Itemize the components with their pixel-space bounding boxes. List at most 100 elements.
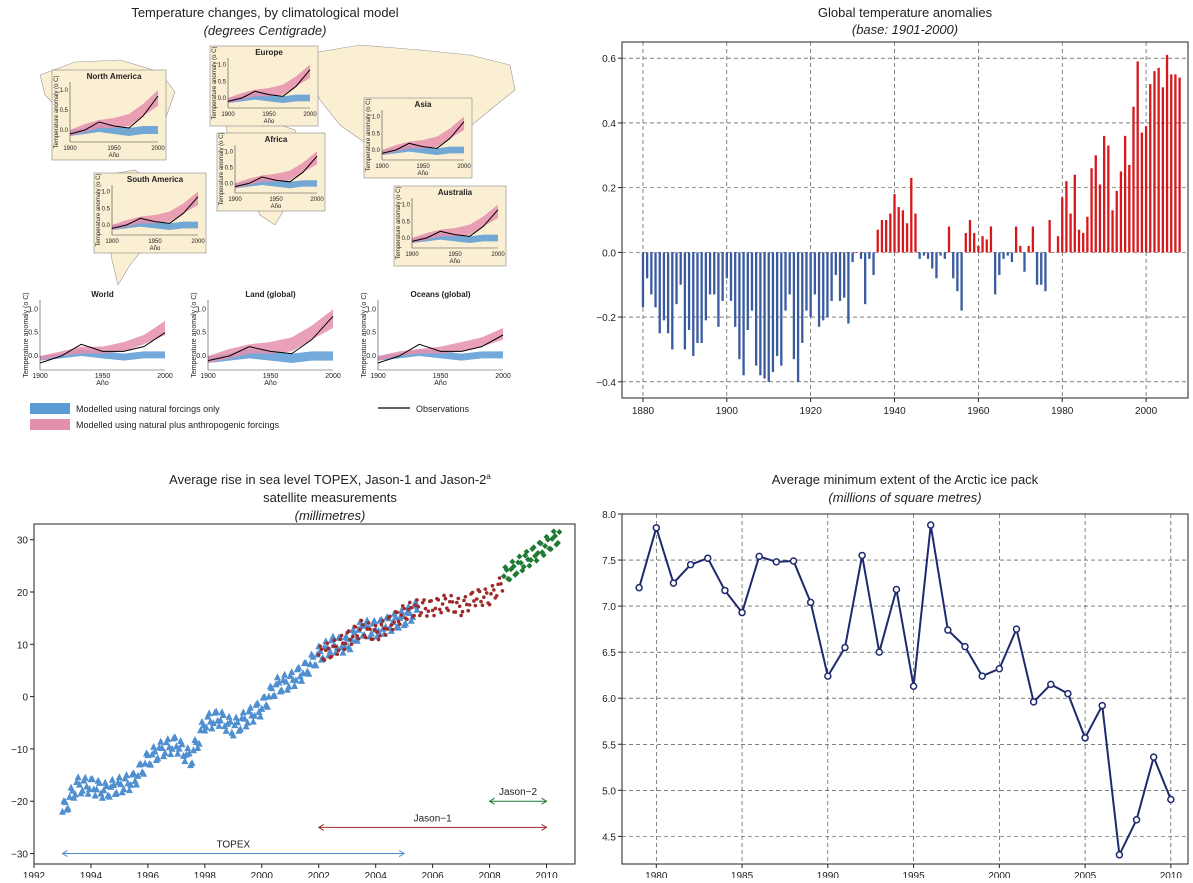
topex-point	[263, 702, 271, 710]
anthro-band	[382, 116, 464, 155]
inset-title: Land (global)	[245, 290, 296, 299]
climate-models-chart: Temperature changes, by climatological m…	[23, 5, 516, 430]
x-tick-label: 2010	[535, 871, 558, 878]
topex-point	[241, 714, 249, 722]
anomaly-bar	[826, 252, 829, 318]
topex-point	[197, 726, 205, 734]
jason2-point	[552, 532, 559, 539]
anthro-band	[70, 90, 158, 136]
jason2-label: Jason−2	[499, 787, 538, 798]
y-tick-label: −0.4	[596, 378, 616, 389]
jason1-point	[460, 609, 465, 614]
x-tick-label: 2000	[310, 197, 324, 203]
x-tick-label: 2000	[303, 112, 317, 118]
anomaly-bar	[864, 252, 867, 305]
anomaly-bar	[1048, 220, 1051, 253]
topex-point	[98, 793, 106, 801]
anomaly-bar	[784, 252, 787, 311]
ice-extent-point	[1064, 689, 1072, 698]
ice-extent-point	[1115, 851, 1124, 859]
anomaly-bar	[683, 252, 687, 350]
ice-extent-point	[686, 560, 695, 569]
anomaly-bar	[1019, 245, 1022, 253]
anomaly-bar	[935, 252, 938, 279]
jason2-point	[503, 566, 510, 573]
anomaly-bar	[998, 252, 1001, 276]
topex-point	[167, 750, 175, 758]
anomaly-bar	[817, 252, 821, 327]
anomaly-bar	[952, 252, 955, 279]
x-tick-label: 2000	[151, 146, 165, 152]
x-tick-label: 2010	[1160, 871, 1183, 878]
jason2-arrow-right	[541, 797, 548, 805]
anomaly-bar	[889, 213, 892, 253]
x-tick-label: 1900	[200, 373, 216, 380]
anomaly-bar	[1153, 71, 1156, 253]
legend-anthro-label: Modelled using natural plus anthropogeni…	[76, 420, 280, 430]
y-tick-label: 7.0	[602, 602, 616, 613]
y-tick-label: 0.0	[28, 353, 38, 360]
anomaly-bar	[1128, 164, 1131, 253]
jason2-point	[513, 570, 520, 577]
anomaly-bar	[1098, 184, 1102, 253]
y-tick-label: 30	[17, 536, 29, 547]
anomaly-bar	[1040, 252, 1043, 285]
anomaly-bar	[759, 252, 762, 376]
topex-point	[413, 605, 421, 613]
topex-point	[185, 749, 193, 757]
topex-point	[373, 632, 381, 640]
jason2-point	[510, 563, 517, 570]
anomaly-bar	[729, 252, 733, 301]
ice-extent-point	[669, 579, 678, 587]
x-tick-label: 2000	[988, 871, 1011, 878]
jason1-point	[449, 593, 453, 598]
x-tick-label: 1950	[416, 164, 430, 170]
jason2-point	[540, 552, 547, 559]
y-tick-label: 0.5	[372, 131, 381, 137]
x-tick-label: 2008	[478, 871, 501, 878]
y-tick-label: −10	[11, 745, 28, 756]
topex-point	[58, 807, 66, 815]
topex-point	[286, 671, 294, 679]
anomaly-bar	[801, 252, 804, 343]
anomaly-bar	[796, 252, 800, 382]
topex-point	[175, 744, 183, 752]
anomaly-bar	[1069, 213, 1072, 253]
y-tick-label: 8.0	[602, 510, 616, 521]
jason1-point	[390, 627, 395, 632]
x-tick-label: 1980	[645, 871, 668, 878]
anomaly-bar	[905, 223, 909, 253]
topex-point	[219, 710, 227, 718]
jason1-point	[348, 637, 352, 642]
y-axis-label: Temperature anomaly (o C)	[396, 186, 402, 259]
ice-extent-point	[738, 608, 746, 617]
y-tick-label: 0.5	[60, 108, 69, 114]
topex-point	[244, 718, 252, 726]
topex-point	[134, 771, 142, 779]
topex-point	[245, 707, 253, 715]
ice-extent-point	[1149, 753, 1158, 761]
jason1-point	[446, 608, 451, 613]
jason1-point	[383, 632, 388, 637]
y-tick-label: 4.5	[602, 832, 616, 843]
panel-arctic-ice: Average minimum extent of the Arctic ice…	[580, 440, 1193, 882]
inset-title: Europe	[255, 48, 283, 57]
anomaly-bar	[792, 252, 796, 360]
jason1-point	[430, 608, 435, 613]
jason2-point	[556, 528, 563, 535]
topex-point	[161, 748, 169, 756]
anomaly-bar	[1094, 155, 1097, 253]
x-tick-label: 1950	[269, 197, 283, 203]
anomaly-bar	[725, 252, 728, 279]
anomaly-bar	[721, 252, 724, 301]
ice-extent-point	[841, 643, 849, 652]
anomaly-bar	[1111, 210, 1114, 253]
x-tick-label: 2000	[251, 871, 274, 878]
jason1-point	[349, 642, 354, 647]
x-tick-label: 1998	[194, 871, 217, 878]
topex-point	[339, 648, 347, 656]
y-tick-label: 1.0	[225, 149, 234, 155]
jason1-point	[429, 598, 434, 603]
jason1-point	[361, 623, 365, 627]
anomaly-bar	[809, 252, 812, 318]
